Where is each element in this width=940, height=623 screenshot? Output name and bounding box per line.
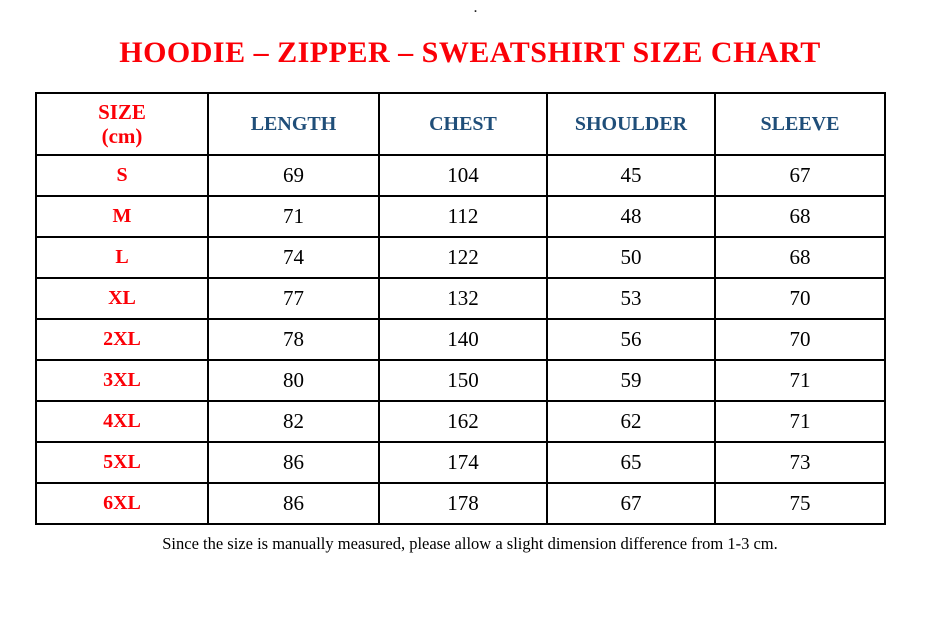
chest-value-cell: 122 bbox=[378, 236, 548, 279]
sleeve-value-cell: 70 bbox=[714, 318, 886, 361]
shoulder-value-cell: 48 bbox=[546, 195, 716, 238]
sleeve-value-cell: 70 bbox=[714, 277, 886, 320]
page-title: HOODIE – ZIPPER – SWEATSHIRT SIZE CHART bbox=[119, 36, 821, 69]
chest-value-cell: 178 bbox=[378, 482, 548, 525]
table-row: 3XL 80 150 59 71 bbox=[35, 359, 886, 402]
length-value-cell: 77 bbox=[207, 277, 380, 320]
size-header-line2: (cm) bbox=[101, 124, 143, 148]
chest-value-cell: 162 bbox=[378, 400, 548, 443]
size-label-cell: M bbox=[35, 195, 209, 238]
size-label-cell: 3XL bbox=[35, 359, 209, 402]
shoulder-value-cell: 67 bbox=[546, 482, 716, 525]
table-row: S 69 104 45 67 bbox=[35, 154, 886, 197]
chest-value-cell: 150 bbox=[378, 359, 548, 402]
shoulder-value-cell: 45 bbox=[546, 154, 716, 197]
stray-period-dot: . bbox=[474, 1, 477, 15]
size-label-cell: 4XL bbox=[35, 400, 209, 443]
chest-value-cell: 140 bbox=[378, 318, 548, 361]
size-label-cell: 5XL bbox=[35, 441, 209, 484]
size-label-cell: S bbox=[35, 154, 209, 197]
length-value-cell: 82 bbox=[207, 400, 380, 443]
measurement-disclaimer: Since the size is manually measured, ple… bbox=[162, 534, 778, 553]
size-label-cell: L bbox=[35, 236, 209, 279]
size-label-cell: 6XL bbox=[35, 482, 209, 525]
column-header-chest: CHEST bbox=[378, 92, 548, 156]
size-header-line1: SIZE bbox=[98, 99, 146, 124]
table-row: 2XL 78 140 56 70 bbox=[35, 318, 886, 361]
sleeve-value-cell: 68 bbox=[714, 236, 886, 279]
sleeve-value-cell: 67 bbox=[714, 154, 886, 197]
table-row: M 71 112 48 68 bbox=[35, 195, 886, 238]
column-header-shoulder: SHOULDER bbox=[546, 92, 716, 156]
shoulder-value-cell: 56 bbox=[546, 318, 716, 361]
table-row: XL 77 132 53 70 bbox=[35, 277, 886, 320]
sleeve-value-cell: 75 bbox=[714, 482, 886, 525]
length-value-cell: 69 bbox=[207, 154, 380, 197]
shoulder-value-cell: 59 bbox=[546, 359, 716, 402]
column-header-length: LENGTH bbox=[207, 92, 380, 156]
length-value-cell: 71 bbox=[207, 195, 380, 238]
sleeve-value-cell: 71 bbox=[714, 400, 886, 443]
length-value-cell: 78 bbox=[207, 318, 380, 361]
table-row: 6XL 86 178 67 75 bbox=[35, 482, 886, 525]
sleeve-value-cell: 73 bbox=[714, 441, 886, 484]
size-label-cell: 2XL bbox=[35, 318, 209, 361]
chest-value-cell: 132 bbox=[378, 277, 548, 320]
shoulder-value-cell: 62 bbox=[546, 400, 716, 443]
column-header-size-cm: SIZE (cm) bbox=[35, 92, 209, 156]
sleeve-value-cell: 68 bbox=[714, 195, 886, 238]
chest-value-cell: 104 bbox=[378, 154, 548, 197]
column-header-sleeve: SLEEVE bbox=[714, 92, 886, 156]
shoulder-value-cell: 53 bbox=[546, 277, 716, 320]
table-row: 5XL 86 174 65 73 bbox=[35, 441, 886, 484]
table-row: L 74 122 50 68 bbox=[35, 236, 886, 279]
size-label-cell: XL bbox=[35, 277, 209, 320]
table-header-row: SIZE (cm) LENGTH CHEST SHOULDER SLEEVE bbox=[35, 92, 886, 156]
chest-value-cell: 112 bbox=[378, 195, 548, 238]
table-row: 4XL 82 162 62 71 bbox=[35, 400, 886, 443]
length-value-cell: 80 bbox=[207, 359, 380, 402]
size-chart-table: SIZE (cm) LENGTH CHEST SHOULDER SLEEVE S… bbox=[35, 92, 886, 525]
shoulder-value-cell: 50 bbox=[546, 236, 716, 279]
sleeve-value-cell: 71 bbox=[714, 359, 886, 402]
chest-value-cell: 174 bbox=[378, 441, 548, 484]
length-value-cell: 86 bbox=[207, 441, 380, 484]
length-value-cell: 74 bbox=[207, 236, 380, 279]
shoulder-value-cell: 65 bbox=[546, 441, 716, 484]
length-value-cell: 86 bbox=[207, 482, 380, 525]
